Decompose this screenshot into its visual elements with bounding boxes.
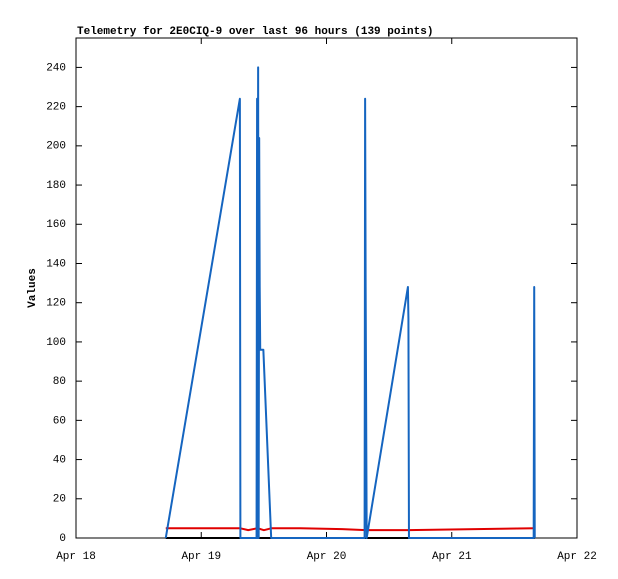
y-tick-label: 220 bbox=[46, 102, 66, 114]
x-tick-label: Apr 20 bbox=[307, 551, 347, 563]
y-axis-label: Values bbox=[27, 268, 39, 308]
y-tick-label: 120 bbox=[46, 298, 66, 310]
y-tick-label: 200 bbox=[46, 141, 66, 153]
y-tick-label: 100 bbox=[46, 337, 66, 349]
y-tick-label: 140 bbox=[46, 258, 66, 270]
y-tick-label: 160 bbox=[46, 219, 66, 231]
y-tick-label: 240 bbox=[46, 62, 66, 74]
data-line bbox=[164, 66, 536, 539]
x-tick-label: Apr 18 bbox=[56, 551, 96, 563]
chart-title: Telemetry for 2E0CIQ-9 over last 96 hour… bbox=[77, 26, 433, 38]
x-tick-label: Apr 21 bbox=[432, 551, 472, 563]
y-tick-label: 0 bbox=[59, 533, 66, 545]
y-tick-label: 80 bbox=[53, 376, 66, 388]
y-tick-label: 60 bbox=[53, 415, 66, 427]
x-tick-label: Apr 22 bbox=[557, 551, 597, 563]
y-tick-label: 180 bbox=[46, 180, 66, 192]
x-tick-label: Apr 19 bbox=[181, 551, 221, 563]
y-tick-label: 20 bbox=[53, 494, 66, 506]
y-tick-label: 40 bbox=[53, 454, 66, 466]
